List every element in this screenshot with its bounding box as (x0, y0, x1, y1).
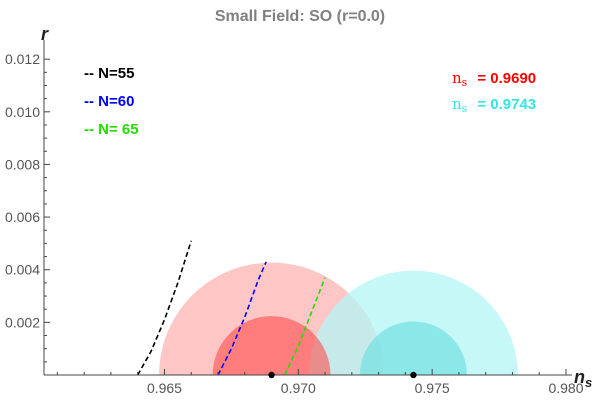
annotation-subscript: s (462, 102, 468, 115)
legend-dash: -- (84, 65, 98, 82)
x-tick-label: 0.970 (281, 380, 316, 396)
center-point-2 (410, 371, 417, 379)
annotation-value: = 0.9690 (477, 70, 536, 87)
legend-label: N=60 (98, 93, 134, 110)
x-axis-label: ns (574, 367, 592, 390)
y-tick-label: 0.006 (5, 209, 40, 225)
x-tick-label: 0.965 (147, 380, 182, 396)
x-tick-label: 0.980 (548, 380, 583, 396)
legend-dash: -- (84, 93, 98, 110)
annotation-subscript: s (462, 76, 468, 89)
confidence-regions (159, 262, 518, 375)
region-2-1sigma (359, 321, 467, 375)
legend-label: N=55 (98, 65, 134, 82)
series-line-1 (136, 240, 192, 376)
legend-label: N= 65 (98, 121, 138, 138)
y-tick-label: 0.012 (5, 51, 40, 67)
annotation-ns-1: ns = 0.9690 (452, 69, 536, 89)
chart-title: Small Field: SO (r=0.0) (215, 8, 385, 25)
y-tick-label: 0.010 (5, 104, 40, 120)
marker-points (268, 371, 417, 379)
legend-entry-1: -- N=55 (84, 65, 134, 82)
y-tick-label: 0.008 (5, 156, 40, 172)
annotation-ns-2: ns = 0.9743 (452, 95, 536, 115)
region-1-1sigma (212, 316, 331, 375)
y-tick-label: 0.002 (5, 314, 40, 330)
annotation-value: = 0.9743 (477, 96, 536, 113)
legend-entry-2: -- N=60 (84, 93, 134, 110)
x-tick-label: 0.975 (415, 380, 450, 396)
annotation-symbol: n (452, 69, 462, 87)
series-lines (136, 240, 326, 376)
y-tick-label: 0.004 (5, 262, 40, 278)
center-point-1 (268, 371, 275, 379)
series-line-2 (217, 261, 267, 376)
legend-entry-3: -- N= 65 (84, 121, 139, 138)
legend: -- N=55-- N=60-- N= 65 (84, 65, 139, 138)
series-line-3 (284, 277, 326, 376)
y-axis-label: r (41, 24, 49, 44)
legend-dash: -- (84, 121, 98, 138)
annotation-symbol: n (452, 95, 462, 113)
axes: 0.965 0.970 0.975 0.980 0.002 0.004 0.006 0.008… (5, 40, 584, 396)
